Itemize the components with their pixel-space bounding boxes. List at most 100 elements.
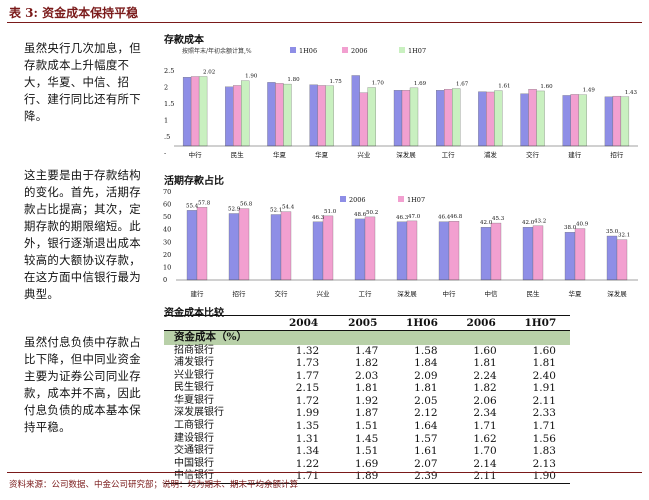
y-tick-label: 1.5 bbox=[164, 100, 174, 108]
data-label: 46.3 bbox=[396, 215, 409, 221]
value-cell: 2.06 bbox=[473, 394, 497, 407]
value-cell: 1.57 bbox=[414, 432, 438, 445]
header-cell: 1H07 bbox=[510, 315, 570, 331]
bar bbox=[486, 91, 495, 147]
table-row: 深发展银行 1.99 1.87 2.12 2.34 2.33 bbox=[164, 407, 570, 420]
y-tick-label: 2 bbox=[164, 84, 168, 92]
bar bbox=[406, 220, 418, 281]
bar bbox=[570, 94, 579, 147]
data-label: 48.6 bbox=[354, 212, 367, 218]
x-tick-label: 华夏 bbox=[569, 289, 583, 298]
legend-swatch bbox=[290, 47, 296, 53]
bank-name-cell: 深发展银行 bbox=[174, 407, 224, 419]
header-cell: 2004 bbox=[274, 315, 334, 331]
paragraph-3: 虽然付息负债中存款占比下降，但中同业资金主要为证券公司同业存款，成本并不高，因此… bbox=[24, 335, 141, 434]
bank-name-cell: 浦发银行 bbox=[174, 357, 214, 369]
bar bbox=[312, 221, 324, 281]
data-label: 1.75 bbox=[330, 79, 343, 85]
legend-label: 1H06 bbox=[299, 47, 317, 55]
header-cell: 2006 bbox=[451, 315, 511, 331]
bar bbox=[604, 96, 614, 147]
bank-name-cell: 中国银行 bbox=[174, 457, 214, 469]
value-cell: 2.39 bbox=[392, 470, 452, 485]
data-label: 42.0 bbox=[522, 220, 535, 226]
x-tick-label: 建行 bbox=[191, 289, 205, 298]
bar bbox=[490, 222, 502, 281]
bar bbox=[325, 85, 334, 147]
bar bbox=[578, 94, 587, 147]
x-tick-label: 招行 bbox=[233, 289, 247, 298]
bar bbox=[186, 210, 198, 281]
paragraph-2: 这主要是由于存款结构的变化。首先，活期存款占比提高；其次，定期存款的期限缩短。此… bbox=[24, 168, 141, 301]
data-label: 56.8 bbox=[240, 202, 253, 208]
bar bbox=[478, 91, 487, 147]
table-row: 建设银行 1.31 1.45 1.57 1.62 1.56 bbox=[164, 433, 570, 446]
data-label: 54.4 bbox=[282, 205, 295, 211]
bar bbox=[359, 92, 368, 147]
value-cell: 1.71 bbox=[274, 470, 334, 485]
table-row: 招商银行 1.32 1.47 1.58 1.60 1.60 bbox=[164, 345, 570, 358]
legend-label: 2006 bbox=[349, 196, 366, 204]
value-cell: 1.69 bbox=[354, 457, 379, 470]
value-cell: 1.32 bbox=[295, 344, 320, 357]
bar bbox=[351, 75, 360, 147]
bank-name-cell: 工商银行 bbox=[174, 420, 214, 432]
title-divider bbox=[7, 22, 642, 23]
bank-name-cell: 兴业银行 bbox=[174, 369, 214, 381]
bar bbox=[275, 83, 284, 147]
legend-swatch bbox=[398, 196, 404, 202]
bank-name-cell: 招商银行 bbox=[174, 344, 214, 356]
bar bbox=[452, 88, 461, 147]
table-row: 中信银行 1.71 1.89 2.39 2.11 1.90 bbox=[164, 470, 570, 485]
data-label: 46.4 bbox=[438, 215, 451, 221]
value-cell: 2.14 bbox=[473, 457, 497, 470]
bar bbox=[354, 218, 366, 281]
bar bbox=[198, 76, 208, 147]
bar bbox=[574, 228, 586, 281]
value-cell: 2.12 bbox=[414, 407, 438, 420]
table-row: 华夏银行 1.72 1.92 2.05 2.06 2.11 bbox=[164, 395, 570, 408]
table-title: 资金成本比较 bbox=[164, 308, 224, 319]
value-cell: 2.09 bbox=[414, 369, 438, 382]
data-label: 42.0 bbox=[480, 220, 493, 226]
y-tick-label: 60 bbox=[163, 201, 171, 209]
value-cell: 2.13 bbox=[532, 457, 556, 470]
value-cell: 1.62 bbox=[473, 432, 497, 445]
bank-name-cell: 中信银行 bbox=[164, 470, 274, 485]
value-cell: 1.51 bbox=[354, 420, 379, 433]
bar bbox=[367, 87, 376, 147]
data-label: 50.2 bbox=[366, 210, 378, 216]
data-label: 1.43 bbox=[625, 90, 638, 96]
bar bbox=[522, 227, 534, 281]
header-cell: 2005 bbox=[333, 315, 393, 331]
bar bbox=[438, 221, 450, 281]
value-cell: 1.81 bbox=[532, 357, 556, 370]
paragraph-1: 虽然央行几次加息，但存款成本上升幅度不大，华夏、中信、招行、建行同比还有所下降。 bbox=[24, 41, 141, 123]
x-tick-label: 交行 bbox=[275, 289, 289, 298]
value-cell: 2.03 bbox=[354, 369, 379, 382]
bar bbox=[238, 208, 250, 281]
value-cell: 1.58 bbox=[414, 344, 438, 357]
data-label: 43.2 bbox=[534, 219, 546, 225]
bar bbox=[494, 90, 503, 147]
bar bbox=[225, 86, 234, 147]
data-label: 1.60 bbox=[540, 84, 553, 90]
bar bbox=[616, 239, 628, 281]
bank-name-cell: 民生银行 bbox=[174, 382, 214, 394]
data-label: 1.69 bbox=[414, 81, 427, 87]
x-tick-label: 工行 bbox=[359, 289, 373, 298]
value-cell: 1.60 bbox=[532, 344, 556, 357]
value-cell: 1.51 bbox=[354, 445, 379, 458]
value-cell: 1.89 bbox=[333, 470, 393, 485]
bar bbox=[448, 221, 460, 281]
table-header-row: 2004 2005 1H06 2006 1H07 bbox=[164, 315, 570, 331]
footer-divider bbox=[7, 472, 642, 473]
y-tick-label: .5 bbox=[164, 133, 170, 141]
value-cell: 2.05 bbox=[414, 394, 438, 407]
bar bbox=[444, 89, 453, 147]
value-cell: 1.84 bbox=[414, 357, 438, 370]
bar bbox=[228, 213, 240, 281]
table-row: 中国银行 1.22 1.69 2.07 2.14 2.13 bbox=[164, 458, 570, 471]
legend-swatch bbox=[340, 196, 346, 202]
